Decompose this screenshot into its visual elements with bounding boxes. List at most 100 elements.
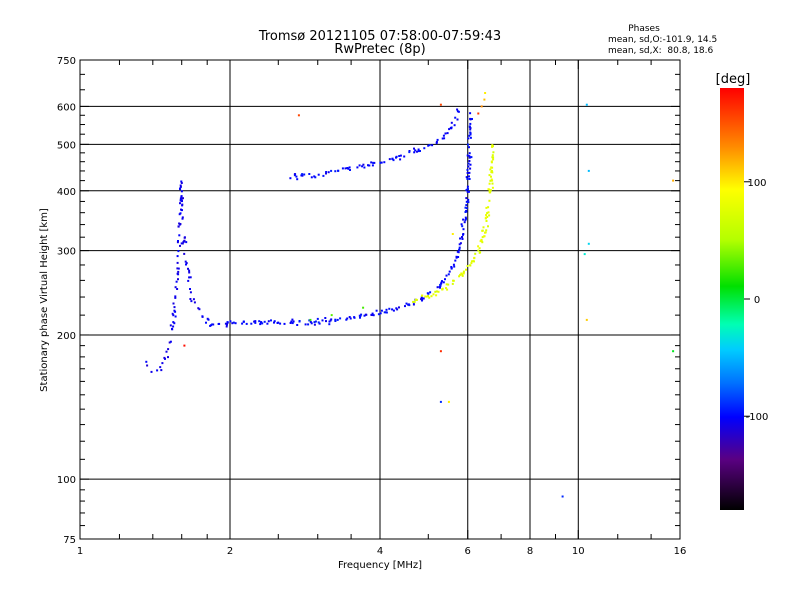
chart-subtitle: RwPretec (8p)	[334, 42, 425, 57]
outlier-point	[451, 233, 454, 235]
echo-point	[254, 321, 257, 324]
echo-point	[179, 202, 181, 205]
echo-point	[466, 190, 469, 193]
echo-point	[349, 317, 352, 320]
echo-point	[329, 319, 332, 322]
echo-point	[448, 270, 451, 273]
echo-point	[487, 225, 489, 228]
echo-point	[301, 173, 304, 176]
echo-point	[327, 171, 330, 174]
x-tick-label: 16	[674, 546, 687, 557]
echo-point	[317, 321, 320, 324]
echo-point	[464, 216, 467, 219]
colorbar: [deg] 100 0 -100	[716, 72, 768, 510]
echo-point	[486, 212, 489, 215]
echo-point	[207, 318, 210, 321]
echo-point	[456, 118, 459, 121]
echo-point	[460, 223, 463, 226]
echo-point	[209, 324, 212, 327]
echo-point	[477, 249, 480, 252]
echo-point	[314, 176, 317, 179]
echo-point	[179, 188, 182, 191]
echo-point	[189, 288, 191, 290]
echo-point	[466, 185, 469, 188]
echo-point	[459, 237, 462, 240]
echo-point	[270, 319, 272, 322]
echo-point	[226, 321, 229, 324]
echo-point	[491, 144, 494, 147]
echo-point	[172, 325, 175, 328]
echo-point	[372, 161, 375, 164]
colorbar-gradient	[720, 88, 744, 510]
echo-point	[341, 167, 344, 170]
echo-point	[492, 158, 495, 161]
echo-point	[469, 122, 472, 125]
echo-point	[201, 315, 204, 318]
echo-point	[183, 239, 186, 242]
echo-point	[358, 164, 361, 167]
echo-point	[422, 297, 425, 300]
echo-point	[180, 182, 183, 184]
echo-point	[445, 274, 448, 277]
y-tick-label: 75	[63, 535, 76, 546]
echo-point	[458, 275, 461, 278]
echo-point	[273, 321, 275, 324]
x-tick-label: 8	[527, 546, 533, 557]
echo-point	[488, 182, 491, 185]
echo-point	[308, 319, 311, 322]
echo-point	[452, 279, 455, 282]
echo-point	[491, 154, 494, 157]
echo-point	[172, 321, 175, 324]
echo-point	[313, 175, 316, 178]
chart-title: Tromsø 20121105 07:58:00-07:59:43	[258, 29, 501, 44]
echo-point	[446, 288, 449, 291]
echo-point	[457, 256, 460, 258]
echo-point	[188, 276, 191, 279]
echo-point	[181, 216, 184, 219]
echo-point	[289, 177, 292, 180]
echo-point	[428, 296, 431, 299]
outlier-point	[297, 114, 300, 117]
echo-point	[465, 268, 467, 271]
echo-point	[254, 320, 257, 323]
outlier-point	[585, 318, 588, 321]
echo-point	[490, 166, 493, 169]
echo-point	[301, 174, 304, 177]
echo-point	[427, 292, 430, 295]
echo-point	[480, 238, 483, 241]
echo-point	[177, 225, 180, 228]
echo-point	[174, 315, 177, 318]
echo-point	[471, 118, 473, 120]
echo-point	[177, 278, 179, 281]
echo-point	[467, 162, 470, 165]
echo-point	[399, 154, 402, 157]
echo-point	[176, 261, 179, 264]
echo-point	[179, 185, 182, 188]
echo-point	[465, 207, 468, 210]
outlier-point	[587, 169, 590, 172]
echo-point	[479, 240, 482, 243]
echo-point	[468, 134, 471, 137]
echo-point	[490, 178, 493, 181]
echo-point	[481, 236, 484, 239]
echo-point	[468, 160, 471, 162]
echo-point	[421, 297, 424, 300]
echo-point	[177, 250, 180, 253]
echo-point	[185, 263, 187, 266]
echo-point	[245, 322, 248, 325]
echo-point	[241, 322, 244, 325]
echo-point	[258, 320, 261, 323]
echo-point	[474, 252, 477, 255]
echo-point	[441, 137, 444, 140]
echo-point	[466, 265, 469, 267]
echo-point	[303, 173, 306, 176]
echo-point	[361, 165, 364, 168]
echo-point	[412, 300, 415, 303]
echo-point	[399, 158, 402, 161]
echo-point	[188, 271, 191, 274]
echo-point	[420, 298, 423, 301]
echo-point	[188, 269, 191, 272]
echo-point	[421, 294, 424, 297]
echo-point	[468, 125, 471, 128]
echo-point	[465, 217, 467, 220]
